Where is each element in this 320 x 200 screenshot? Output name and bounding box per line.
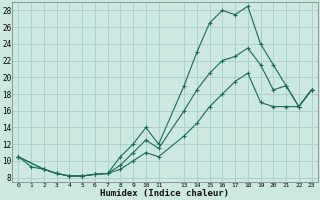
- X-axis label: Humidex (Indice chaleur): Humidex (Indice chaleur): [100, 189, 229, 198]
